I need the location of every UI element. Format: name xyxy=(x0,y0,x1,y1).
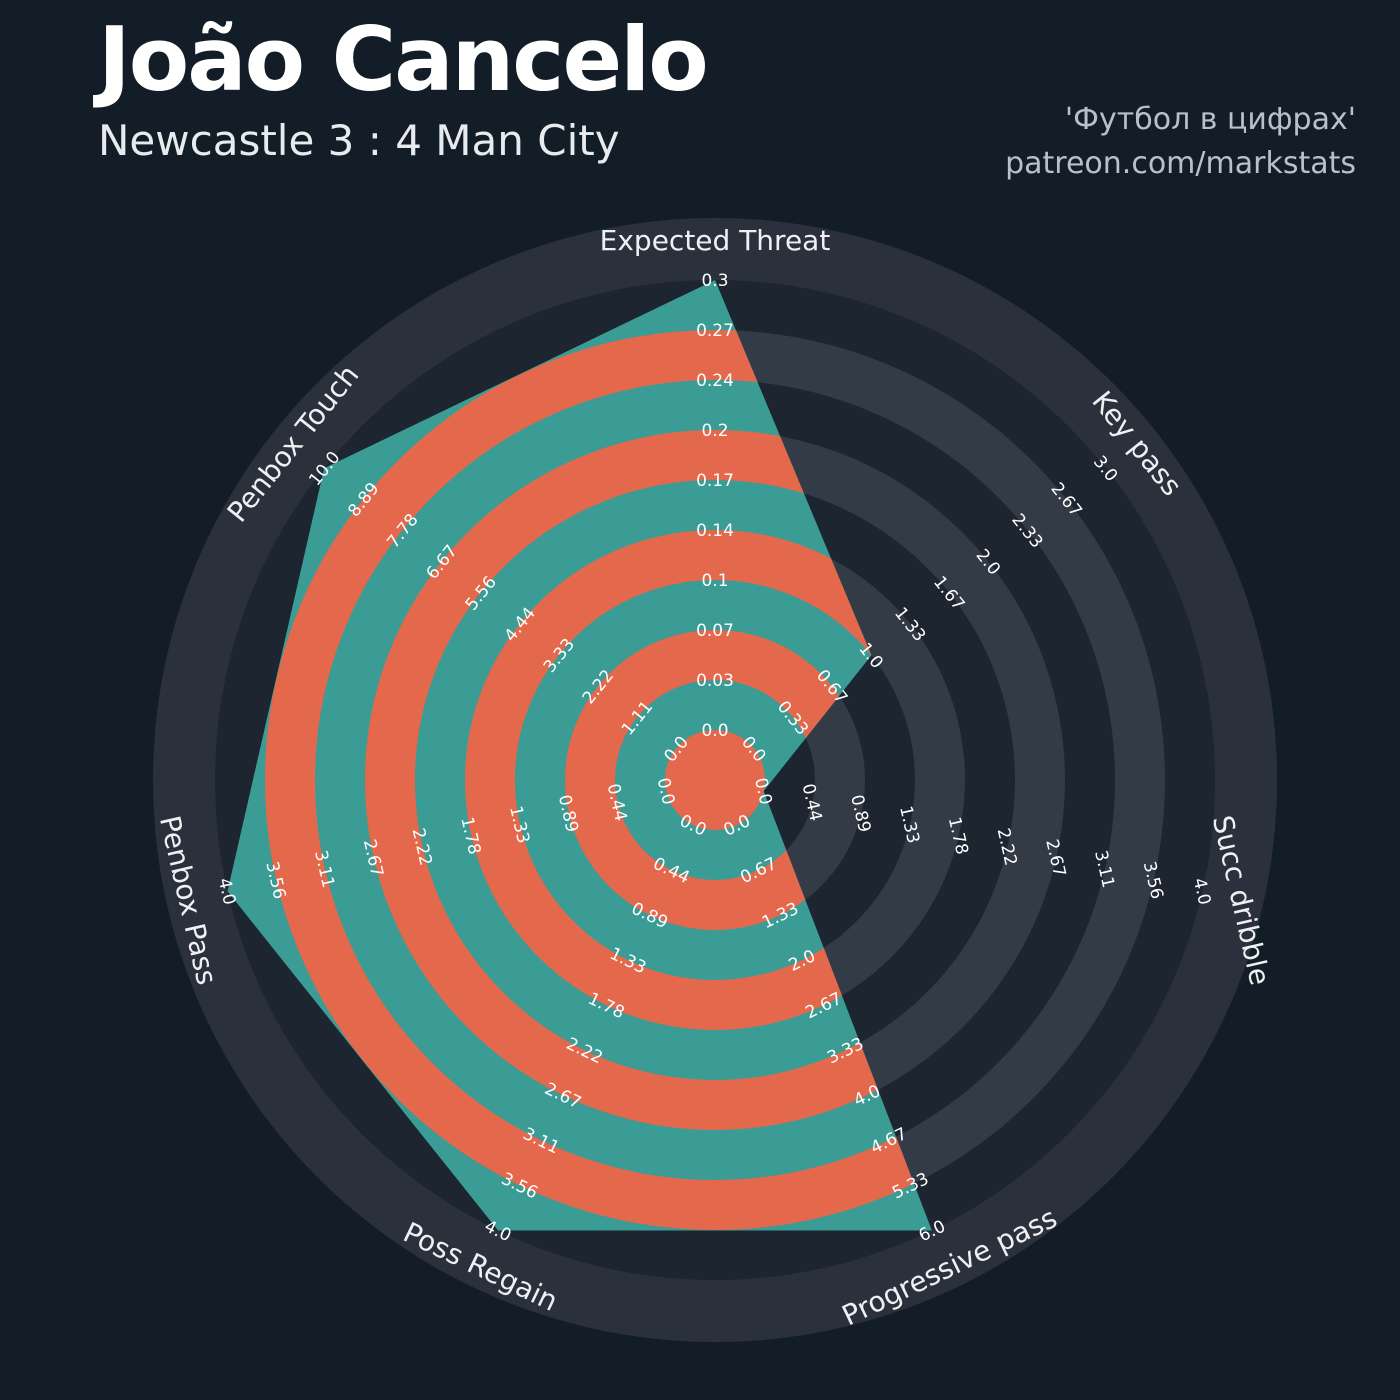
tick-label: 0.27 xyxy=(696,321,734,341)
tick-label: 0.1 xyxy=(701,571,728,591)
credits-block: 'Футбол в цифрах' patreon.com/markstats xyxy=(1005,98,1356,185)
axis-label-expected-threat: Expected Threat xyxy=(600,224,831,257)
header: João Cancelo Newcastle 3 : 4 Man City xyxy=(98,8,709,166)
tick-label: 0.24 xyxy=(696,371,734,391)
match-score-subtitle: Newcastle 3 : 4 Man City xyxy=(98,116,620,166)
credit-patreon-link: patreon.com/markstats xyxy=(1005,145,1356,181)
tick-label: 0.0 xyxy=(701,721,728,741)
tick-label: 0.17 xyxy=(696,471,734,491)
tick-label: 0.07 xyxy=(696,621,734,641)
page-title: João Cancelo xyxy=(98,8,709,111)
tick-label: 0.14 xyxy=(696,521,734,541)
radar-center-circle xyxy=(665,730,765,830)
tick-label: 0.03 xyxy=(696,671,734,691)
credit-brand: 'Футбол в цифрах' xyxy=(1064,102,1356,137)
tick-label: 0.3 xyxy=(701,271,728,291)
tick-label: 0.2 xyxy=(701,421,728,441)
